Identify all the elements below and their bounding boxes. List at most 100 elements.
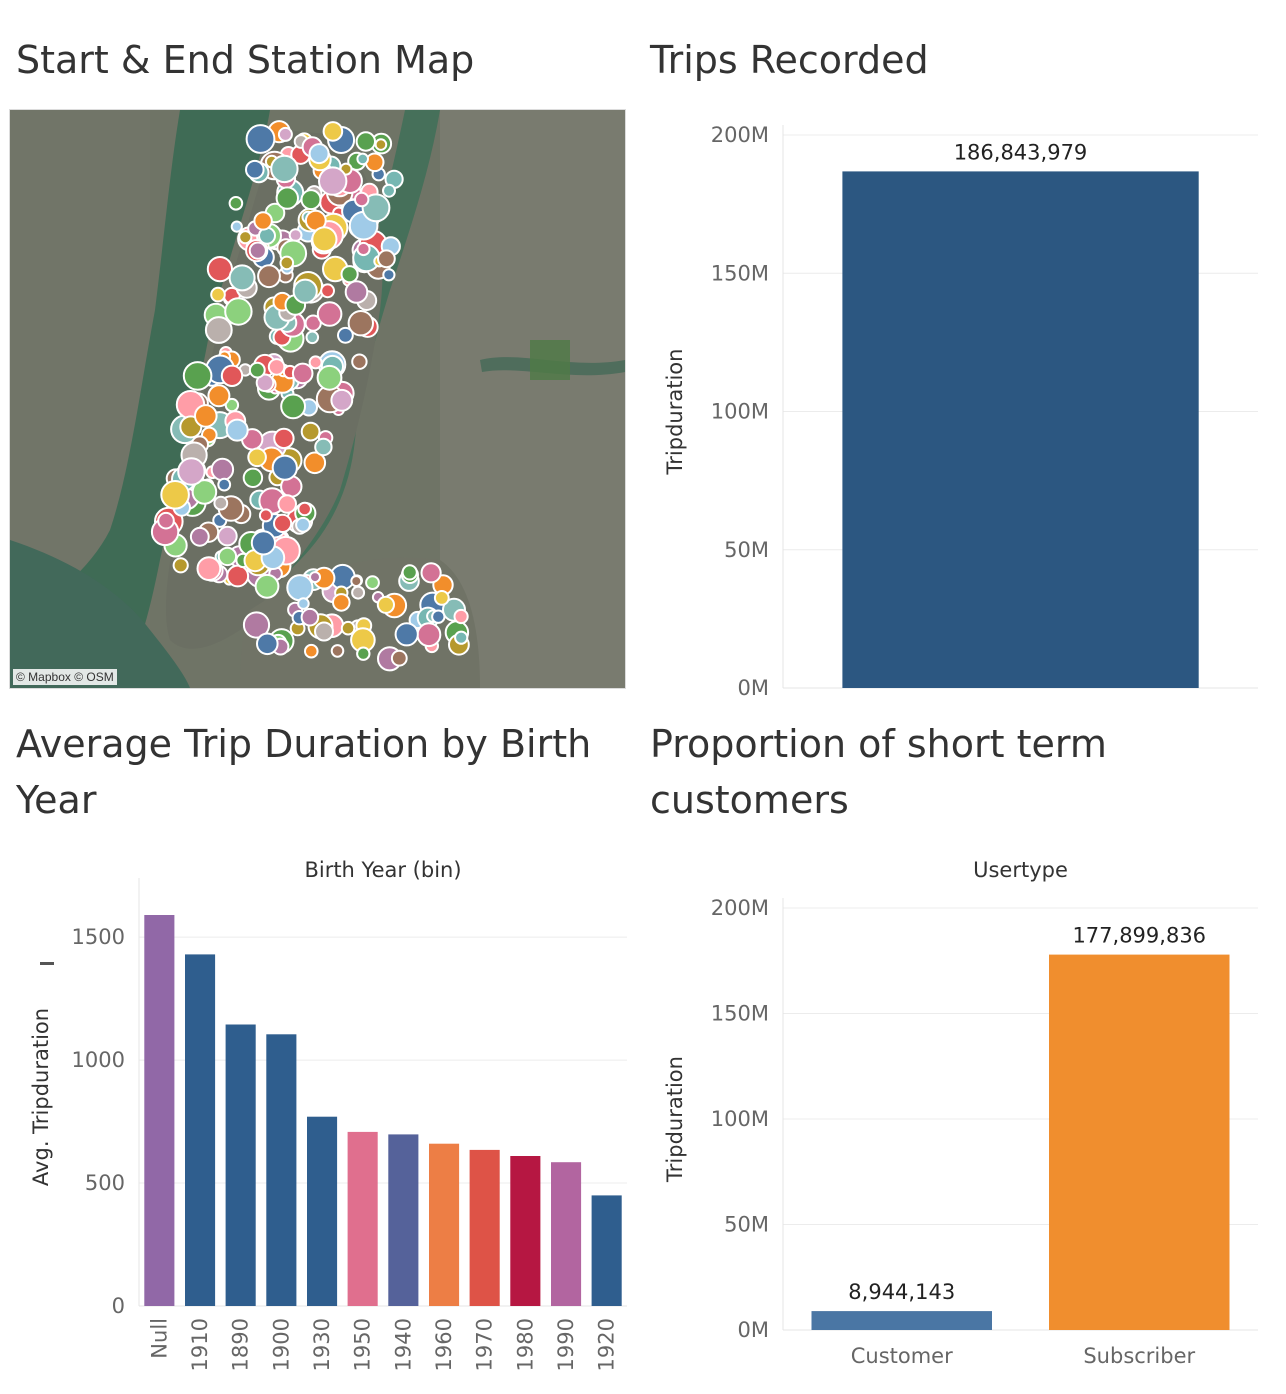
station-marker[interactable] xyxy=(280,393,307,420)
sort-icon[interactable] xyxy=(40,962,54,965)
station-marker[interactable] xyxy=(228,264,256,292)
station-marker[interactable] xyxy=(279,255,295,271)
station-marker[interactable] xyxy=(433,590,450,606)
bar[interactable] xyxy=(225,1024,256,1307)
bar[interactable] xyxy=(347,1131,378,1306)
bar[interactable] xyxy=(429,1143,460,1306)
trips-recorded-chart[interactable]: 0M 50M 100M 150M 200M Tripduration 186,843,979 xyxy=(640,110,1270,710)
station-marker[interactable] xyxy=(258,508,273,523)
station-marker[interactable] xyxy=(210,286,226,303)
station-marker[interactable] xyxy=(377,249,396,269)
station-marker[interactable] xyxy=(376,595,395,614)
station-marker[interactable] xyxy=(277,494,298,514)
station-marker[interactable] xyxy=(270,154,299,184)
station-marker[interactable] xyxy=(206,256,233,283)
station-marker[interactable] xyxy=(416,622,442,648)
station-marker[interactable] xyxy=(340,265,359,284)
station-marker[interactable] xyxy=(431,609,446,624)
station-marker[interactable] xyxy=(248,361,266,379)
station-marker[interactable] xyxy=(320,283,336,299)
station-marker[interactable] xyxy=(454,630,469,645)
station-marker[interactable] xyxy=(303,451,327,475)
station-marker[interactable] xyxy=(300,189,322,211)
station-marker[interactable] xyxy=(330,644,345,658)
station-marker[interactable] xyxy=(288,228,303,242)
station-marker[interactable] xyxy=(355,131,376,152)
station-marker[interactable] xyxy=(394,622,419,647)
station-marker[interactable] xyxy=(194,404,218,428)
station-marker[interactable] xyxy=(297,501,313,517)
station-marker[interactable] xyxy=(245,124,276,154)
station-marker[interactable] xyxy=(340,620,356,636)
station-marker[interactable] xyxy=(228,196,244,211)
station-marker[interactable] xyxy=(157,511,175,530)
station-marker[interactable] xyxy=(453,608,469,625)
station-marker[interactable] xyxy=(314,437,333,457)
station-marker[interactable] xyxy=(382,183,396,198)
station-marker[interactable] xyxy=(230,220,243,233)
station-marker[interactable] xyxy=(160,480,190,510)
avg-trip-duration-chart[interactable]: 0 500 1000 1500 Avg. Tripduration Birth Year … xyxy=(0,850,640,1394)
station-marker[interactable] xyxy=(255,373,275,393)
bar[interactable] xyxy=(842,171,1199,688)
station-marker[interactable] xyxy=(182,361,213,391)
station-marker[interactable] xyxy=(177,457,206,486)
bar[interactable] xyxy=(1049,954,1230,1330)
station-marker[interactable] xyxy=(257,264,281,289)
station-marker[interactable] xyxy=(308,143,330,165)
station-marker[interactable] xyxy=(316,301,343,327)
station-marker[interactable] xyxy=(382,268,396,282)
bar[interactable] xyxy=(510,1156,541,1306)
bar[interactable] xyxy=(551,1162,582,1306)
station-marker[interactable] xyxy=(318,166,348,196)
station-marker[interactable] xyxy=(322,121,344,142)
bar[interactable] xyxy=(144,915,175,1306)
station-marker[interactable] xyxy=(308,355,323,370)
station-marker[interactable] xyxy=(337,326,354,344)
bar[interactable] xyxy=(185,954,216,1306)
station-marker[interactable] xyxy=(311,226,338,253)
station-marker[interactable] xyxy=(356,152,370,166)
station-marker[interactable] xyxy=(273,427,295,450)
station-marker[interactable] xyxy=(204,316,233,344)
station-marker[interactable] xyxy=(277,126,293,142)
station-marker[interactable] xyxy=(245,159,265,180)
station-marker[interactable] xyxy=(356,241,371,257)
station-marker[interactable] xyxy=(350,575,363,588)
station-marker[interactable] xyxy=(295,516,311,533)
station-marker[interactable] xyxy=(224,297,253,326)
station-marker[interactable] xyxy=(374,138,388,151)
station-marker[interactable] xyxy=(354,191,370,208)
station-marker[interactable] xyxy=(242,467,264,488)
station-marker[interactable] xyxy=(300,421,321,442)
station-marker[interactable] xyxy=(273,513,293,533)
station-marker[interactable] xyxy=(248,241,267,260)
station-marker[interactable] xyxy=(217,525,238,547)
station-marker[interactable] xyxy=(189,526,210,547)
station-map[interactable]: © Mapbox © OSM xyxy=(9,109,626,689)
station-marker[interactable] xyxy=(226,564,250,588)
station-marker[interactable] xyxy=(390,649,408,667)
station-marker[interactable] xyxy=(365,575,380,591)
usertype-proportion-chart[interactable]: 0M 50M 100M 150M 200M Tripduration Usertype 8,9… xyxy=(640,850,1280,1394)
station-marker[interactable] xyxy=(225,418,249,442)
station-marker[interactable] xyxy=(286,574,314,602)
station-marker[interactable] xyxy=(304,643,319,659)
station-marker[interactable] xyxy=(361,193,391,223)
station-markers[interactable] xyxy=(150,120,470,672)
bar[interactable] xyxy=(388,1134,419,1306)
station-marker[interactable] xyxy=(213,495,229,511)
bar[interactable] xyxy=(307,1116,338,1306)
station-marker[interactable] xyxy=(172,557,189,574)
station-marker[interactable] xyxy=(254,573,280,599)
station-marker[interactable] xyxy=(330,388,354,412)
station-marker[interactable] xyxy=(309,571,321,584)
station-marker[interactable] xyxy=(242,611,271,639)
station-marker[interactable] xyxy=(401,564,418,581)
bar[interactable] xyxy=(591,1195,622,1306)
station-marker[interactable] xyxy=(247,447,267,468)
station-marker[interactable] xyxy=(344,280,369,304)
bar[interactable] xyxy=(811,1311,993,1330)
station-marker[interactable] xyxy=(191,479,218,505)
station-marker[interactable] xyxy=(210,457,235,482)
